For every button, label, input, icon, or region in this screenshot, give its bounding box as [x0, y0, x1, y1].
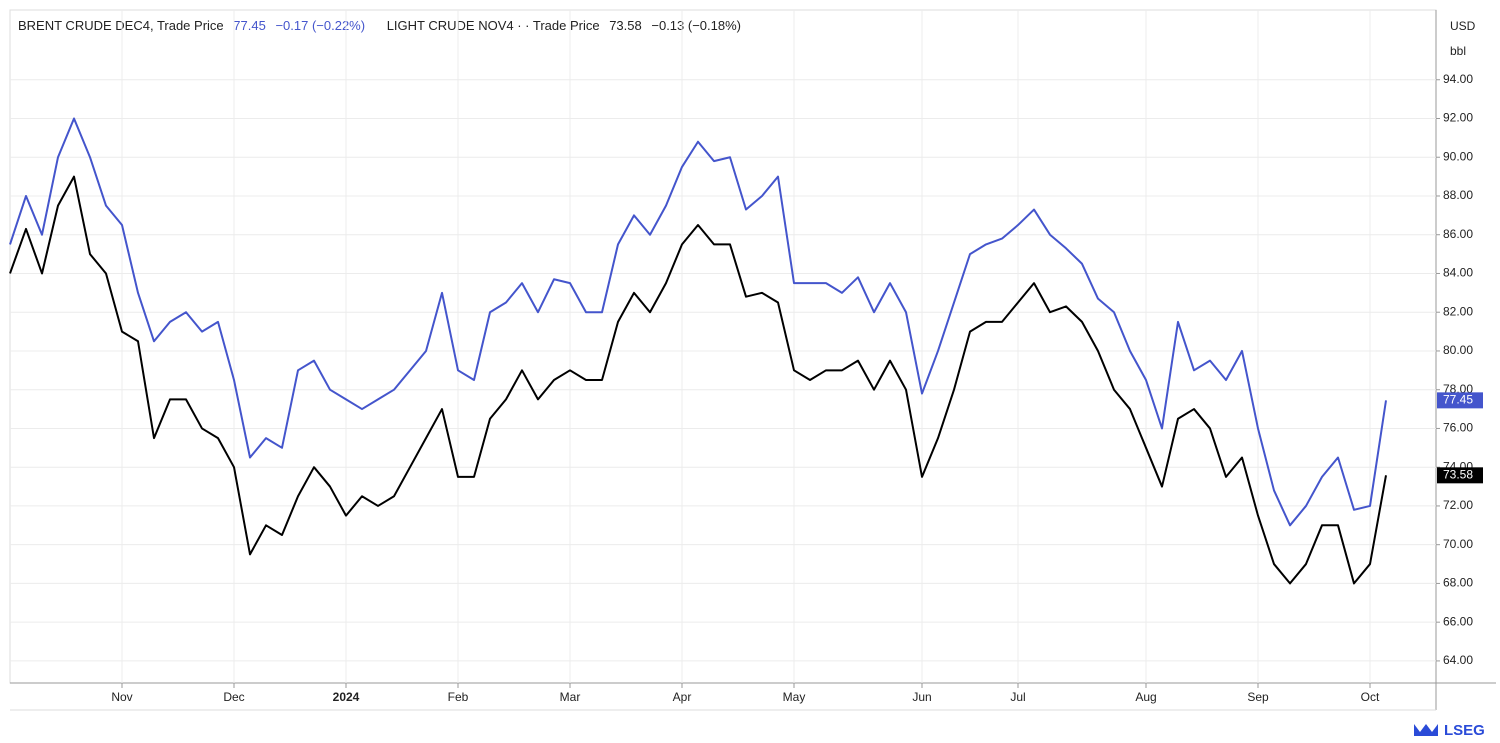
y-tick-label: 64.00 — [1443, 653, 1473, 667]
legend-entry: LIGHT CRUDE NOV4 · · Trade Price — [387, 18, 600, 33]
y-tick-label: 90.00 — [1443, 149, 1473, 163]
legend-value: 73.58 — [609, 18, 642, 33]
legend-change: −0.17 (−0.22%) — [275, 18, 365, 33]
x-tick-label: Aug — [1135, 690, 1156, 704]
y-tick-label: 92.00 — [1443, 111, 1473, 125]
y-tick-label: 72.00 — [1443, 498, 1473, 512]
y-tick-label: 86.00 — [1443, 227, 1473, 241]
x-tick-label: Apr — [673, 690, 692, 704]
x-tick-label: Jun — [912, 690, 931, 704]
series-line — [9, 175, 1387, 585]
x-tick-label: Sep — [1247, 690, 1269, 704]
x-tick-label: Nov — [111, 690, 132, 704]
y-tick-label: 80.00 — [1443, 343, 1473, 357]
last-value-label: 73.58 — [1443, 467, 1473, 481]
logo-icon — [1414, 724, 1438, 736]
x-tick-label: Dec — [223, 690, 244, 704]
legend-entry: BRENT CRUDE DEC4, Trade Price — [18, 18, 224, 33]
x-tick-label: Jul — [1010, 690, 1025, 704]
series-line — [9, 117, 1387, 527]
brand-name: LSEG — [1444, 722, 1485, 739]
y-tick-label: 94.00 — [1443, 72, 1473, 86]
x-tick-label: May — [783, 690, 806, 704]
y-tick-label: 66.00 — [1443, 614, 1473, 628]
y-tick-label: 70.00 — [1443, 537, 1473, 551]
last-value-tag — [1437, 467, 1483, 484]
x-tick-label: Mar — [560, 690, 581, 704]
x-tick-label: 2024 — [333, 690, 360, 704]
legend: BRENT CRUDE DEC4, Trade Price 77.45 −0.1… — [18, 18, 741, 33]
x-tick-label: Oct — [1361, 690, 1380, 704]
unit-label: bbl — [1450, 44, 1466, 58]
currency-label: USD — [1450, 19, 1476, 33]
y-tick-label: 68.00 — [1443, 576, 1473, 590]
y-tick-label: 88.00 — [1443, 188, 1473, 202]
last-value-label: 77.45 — [1443, 393, 1473, 407]
legend-value: 77.45 — [233, 18, 266, 33]
x-tick-label: Feb — [448, 690, 469, 704]
y-tick-label: 82.00 — [1443, 304, 1473, 318]
legend-change: −0.13 (−0.18%) — [651, 18, 741, 33]
last-value-tag — [1437, 392, 1483, 409]
y-tick-label: 76.00 — [1443, 421, 1473, 435]
brand-logo: LSEG — [1414, 722, 1485, 739]
y-tick-label: 84.00 — [1443, 266, 1473, 280]
